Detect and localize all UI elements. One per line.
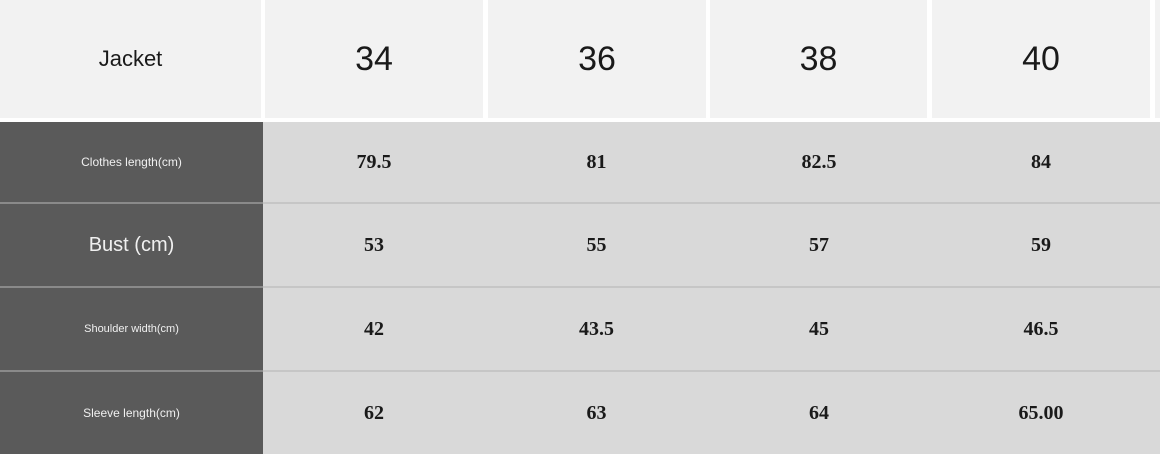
header-partial-cell [1155, 0, 1160, 118]
cell-value: 45 [809, 317, 829, 340]
cell-value: 84 [1031, 150, 1051, 173]
cell-value: 62 [364, 401, 384, 424]
cell-value: 65.00 [1018, 401, 1064, 424]
row-label: Clothes length(cm) [0, 122, 263, 202]
cell-value: 46.5 [1023, 317, 1059, 340]
cell-value: 43.5 [579, 317, 614, 340]
row-label: Sleeve length(cm) [0, 372, 263, 454]
cell-value: 79.5 [356, 150, 392, 173]
size-label: 40 [1022, 39, 1060, 78]
row-divider [0, 286, 1160, 288]
header-size-cell: 36 [488, 0, 706, 118]
header-size-cell: 40 [932, 0, 1150, 118]
cell-value: 42 [364, 317, 384, 340]
cell-value: 59 [1031, 233, 1051, 256]
row-label: Bust (cm) [0, 204, 263, 286]
cell-value: 53 [364, 233, 384, 256]
header-size-cell: 34 [265, 0, 483, 118]
table-row: Sleeve length(cm) 62 63 64 65.00 [0, 372, 1160, 454]
cell-value: 64 [809, 401, 829, 424]
table-row: Shoulder width(cm) 42 43.5 45 46.5 [0, 288, 1160, 370]
table-row: Clothes length(cm) 79.5 81 82.5 84 [0, 122, 1160, 202]
table-row: Bust (cm) 53 55 57 59 [0, 204, 1160, 286]
cell-value: 82.5 [801, 150, 837, 173]
row-divider [0, 370, 1160, 372]
size-label: 34 [355, 39, 393, 78]
cell-value: 63 [586, 401, 607, 424]
header-label: Jacket [98, 46, 163, 71]
row-divider [0, 202, 1160, 204]
size-label: 38 [799, 39, 838, 78]
header-size-cell: 38 [710, 0, 927, 118]
size-label: 36 [578, 39, 616, 78]
cell-value: 57 [809, 233, 829, 256]
cell-value: 81 [586, 150, 607, 173]
row-label: Shoulder width(cm) [0, 288, 263, 370]
cell-value: 55 [586, 233, 607, 256]
header-label-cell: Jacket [0, 0, 261, 118]
